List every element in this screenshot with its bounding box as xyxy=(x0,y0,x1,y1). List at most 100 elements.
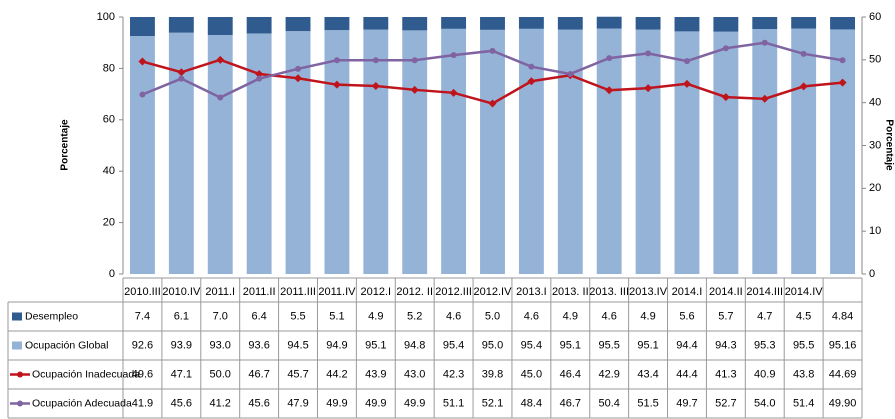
bar xyxy=(557,17,583,30)
data-label: 42.9 xyxy=(598,368,619,380)
x-tick-label: 2012.IV xyxy=(474,286,513,298)
data-label: 94.5 xyxy=(287,339,308,351)
data-label: 49.7 xyxy=(676,397,697,409)
data-label: 5.7 xyxy=(718,310,733,322)
data-label: 95.5 xyxy=(598,339,619,351)
line-marker xyxy=(683,58,690,65)
line-marker xyxy=(800,50,807,57)
data-label: 46.7 xyxy=(248,368,269,380)
data-label: 95.4 xyxy=(521,339,542,351)
bar xyxy=(402,30,428,275)
bar xyxy=(441,17,467,29)
data-label: 95.1 xyxy=(560,339,581,351)
line-marker xyxy=(606,55,613,62)
y-tick-label: 40 xyxy=(103,165,115,177)
line-marker xyxy=(528,63,535,70)
data-label: 4.7 xyxy=(757,310,772,322)
line-marker xyxy=(645,50,652,57)
bar xyxy=(596,16,622,29)
data-label: 5.0 xyxy=(485,310,500,322)
x-tick-label: 2012.III xyxy=(435,286,472,298)
line-marker xyxy=(371,81,380,90)
bar xyxy=(207,34,233,274)
x-tick-label: 2013.IV xyxy=(629,286,668,298)
legend-swatch xyxy=(12,312,22,321)
data-label: 4.5 xyxy=(796,310,811,322)
data-label: 95.5 xyxy=(793,339,814,351)
x-tick-label: 2012. II xyxy=(396,286,433,298)
line-marker xyxy=(722,45,729,52)
data-label: 47.1 xyxy=(171,368,192,380)
bar xyxy=(791,17,817,29)
bar xyxy=(752,17,778,30)
bar xyxy=(635,29,661,274)
data-label: 49.9 xyxy=(404,397,425,409)
bar xyxy=(363,17,389,30)
data-label: 94.8 xyxy=(404,339,425,351)
bar xyxy=(130,17,155,37)
data-label: 49.9 xyxy=(326,397,347,409)
data-label: 51.4 xyxy=(793,397,814,409)
data-label: 44.69 xyxy=(829,368,857,380)
data-label: 94.3 xyxy=(715,339,736,351)
line-marker xyxy=(605,86,614,95)
bar xyxy=(285,17,311,32)
data-label: 4.9 xyxy=(640,310,655,322)
data-label: 39.8 xyxy=(482,368,503,380)
line-marker xyxy=(450,52,457,59)
line-marker xyxy=(255,69,264,78)
y2-tick-label: 0 xyxy=(869,268,875,280)
bar xyxy=(441,28,467,274)
bar xyxy=(635,17,661,30)
bar xyxy=(480,17,505,30)
data-label: 42.3 xyxy=(443,368,464,380)
bar xyxy=(402,17,428,31)
data-label: 45.7 xyxy=(287,368,308,380)
legend-label: Ocupación Adecuada xyxy=(32,397,132,409)
data-label: 52.7 xyxy=(715,397,736,409)
y2-tick-label: 20 xyxy=(869,182,881,194)
line-marker xyxy=(644,84,653,93)
x-tick-label: 2013. III xyxy=(589,286,629,298)
bar xyxy=(557,29,583,274)
data-label: 46.7 xyxy=(560,397,581,409)
x-tick-label: 2014.II xyxy=(709,286,743,298)
data-label: 47.9 xyxy=(287,397,308,409)
x-tick-label: 2013. II xyxy=(552,286,589,298)
line-marker xyxy=(489,47,496,54)
data-label: 92.6 xyxy=(132,339,153,351)
line-marker xyxy=(760,94,769,103)
line-marker xyxy=(527,77,536,86)
y-axis-label: Porcentaje xyxy=(60,119,71,171)
line-marker xyxy=(838,78,847,87)
data-label: 5.5 xyxy=(290,310,305,322)
bar xyxy=(830,17,855,30)
line-marker xyxy=(410,85,419,94)
bar xyxy=(207,17,233,35)
data-label: 94.9 xyxy=(326,339,347,351)
data-label: 6.1 xyxy=(174,310,189,322)
data-label: 93.9 xyxy=(171,339,192,351)
line-marker xyxy=(488,99,497,108)
data-label: 48.4 xyxy=(521,397,542,409)
legend-label: Desempleo xyxy=(25,310,78,322)
data-label: 43.4 xyxy=(637,368,658,380)
x-tick-label: 2011.I xyxy=(205,286,235,298)
data-label: 50.0 xyxy=(210,368,231,380)
line-marker xyxy=(216,55,225,64)
data-label: 4.6 xyxy=(446,310,461,322)
data-label: 54.0 xyxy=(754,397,775,409)
bar xyxy=(246,17,272,34)
x-tick-label: 2013.I xyxy=(516,286,547,298)
data-label: 95.0 xyxy=(482,339,503,351)
bar xyxy=(480,29,505,274)
data-label: 44.4 xyxy=(676,368,697,380)
y-tick-label: 100 xyxy=(97,11,115,23)
line-marker xyxy=(799,82,808,91)
line-marker xyxy=(332,80,341,89)
y-tick-label: 80 xyxy=(103,62,115,74)
data-label: 4.9 xyxy=(368,310,383,322)
x-tick-label: 2012.I xyxy=(361,286,392,298)
data-label: 6.4 xyxy=(251,310,266,322)
